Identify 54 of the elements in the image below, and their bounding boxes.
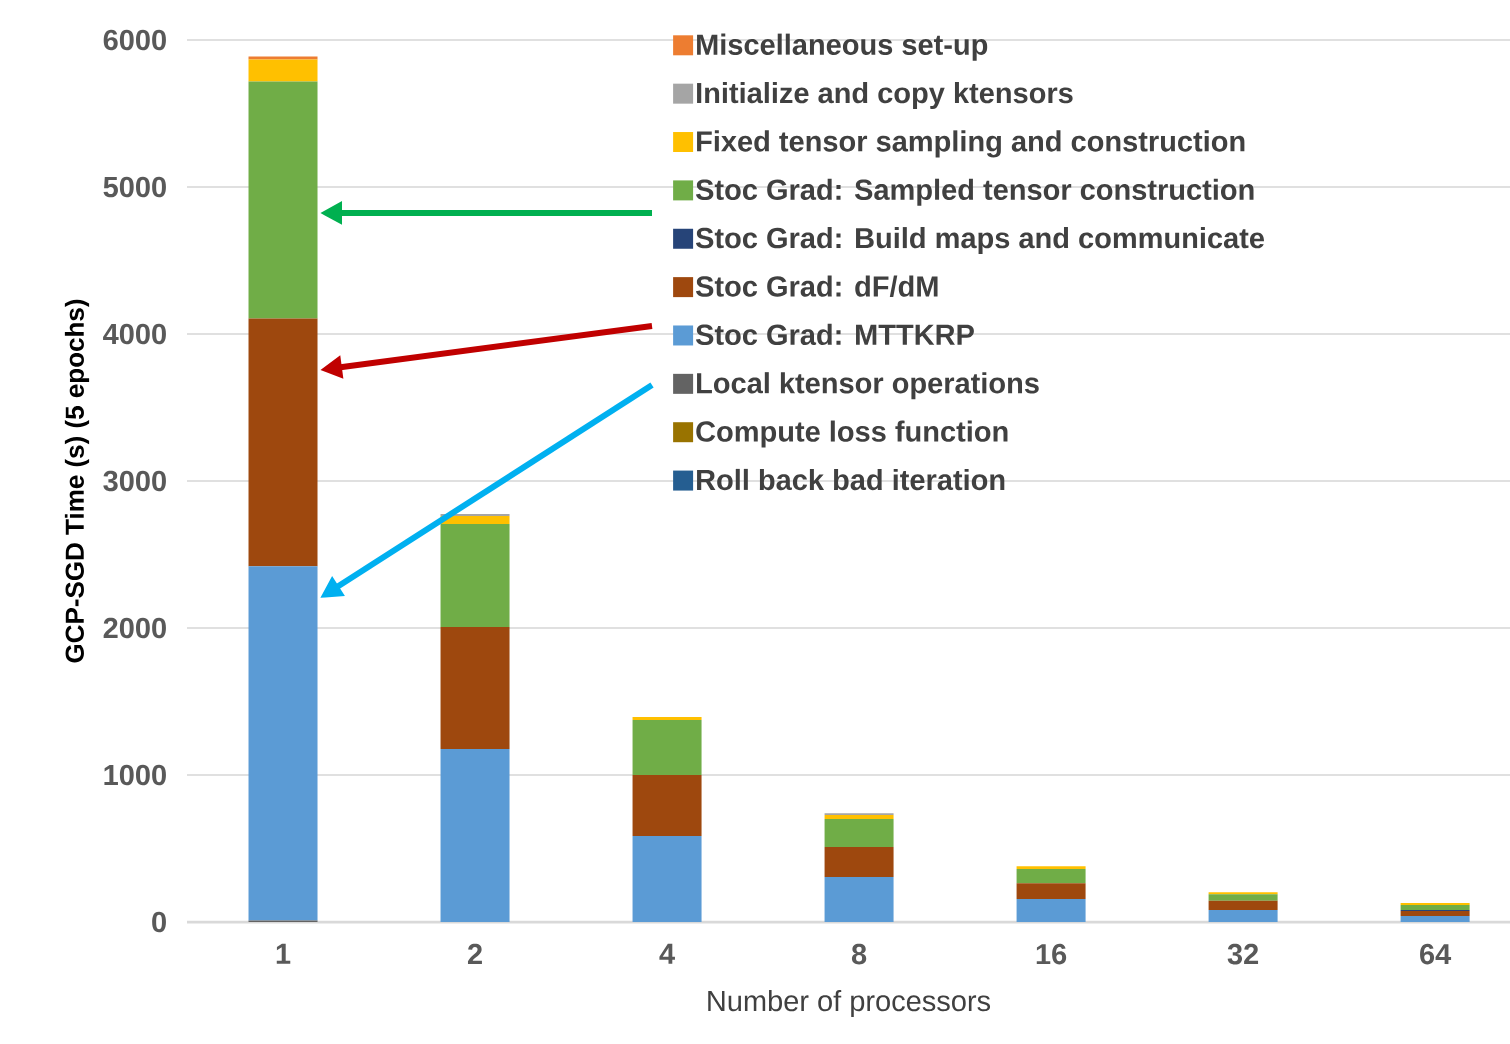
y-tick-label: 0 xyxy=(152,911,166,933)
legend-label: Compute loss function xyxy=(696,420,1008,448)
bar xyxy=(632,835,702,922)
bar xyxy=(1208,909,1278,922)
bar xyxy=(440,515,510,525)
x-tick-label: 4 xyxy=(659,943,675,964)
bar xyxy=(1208,900,1278,910)
bar xyxy=(1016,899,1086,922)
bar xyxy=(248,59,318,82)
bar xyxy=(1016,883,1086,900)
bar xyxy=(632,716,702,721)
bar xyxy=(824,819,894,848)
legend-label: Stoc Grad: Build maps and communicate xyxy=(695,227,1264,255)
x-tick-label: 32 xyxy=(1227,943,1259,965)
y-tick-label: 3000 xyxy=(103,470,166,492)
bar xyxy=(248,566,318,921)
bar xyxy=(1208,894,1278,901)
bar xyxy=(1400,910,1470,916)
x-axis-title: Number of processors xyxy=(708,989,991,1017)
bar xyxy=(248,81,318,319)
legend-label: Initialize and copy ktensors xyxy=(697,81,1073,110)
x-tick-label: 2 xyxy=(467,943,482,965)
bar xyxy=(632,720,702,775)
bar xyxy=(440,626,510,749)
x-tick-label: 1 xyxy=(276,943,291,964)
bar xyxy=(1208,892,1278,895)
y-tick-label: 1000 xyxy=(104,764,166,786)
bar xyxy=(1016,868,1086,884)
bar xyxy=(632,774,702,836)
legend-label: Stoc Grad: Sampled tensor construction xyxy=(695,178,1254,206)
bar xyxy=(1400,904,1470,910)
y-tick-label: 2000 xyxy=(103,617,166,639)
y-tick-label: 6000 xyxy=(103,29,166,51)
bar xyxy=(1016,866,1086,869)
bar xyxy=(824,877,894,922)
bar xyxy=(440,524,510,627)
y-tick-label: 4000 xyxy=(103,323,166,345)
legend-label: Fixed tensor sampling and construction xyxy=(697,130,1245,158)
legend-label: Stoc Grad: dF/dM xyxy=(695,275,938,298)
bar xyxy=(824,847,894,878)
bar xyxy=(248,318,318,567)
bar xyxy=(440,748,510,922)
legend-label: Local ktensor operations xyxy=(697,372,1039,400)
legend-label: Miscellaneous set-up xyxy=(697,33,988,61)
x-tick-label: 64 xyxy=(1420,943,1452,965)
bar xyxy=(824,814,894,820)
x-tick-label: 16 xyxy=(1036,943,1067,965)
legend-label: Stoc Grad: MTTKRP xyxy=(695,323,974,346)
y-axis-title: GCP-SGD Time (s) (5 epochs) xyxy=(64,299,90,663)
bar xyxy=(248,56,318,60)
bar xyxy=(1400,915,1470,922)
legend-label: Roll back bad iteration xyxy=(697,468,1005,491)
y-tick-label: 5000 xyxy=(103,176,166,198)
x-tick-label: 8 xyxy=(851,943,867,965)
